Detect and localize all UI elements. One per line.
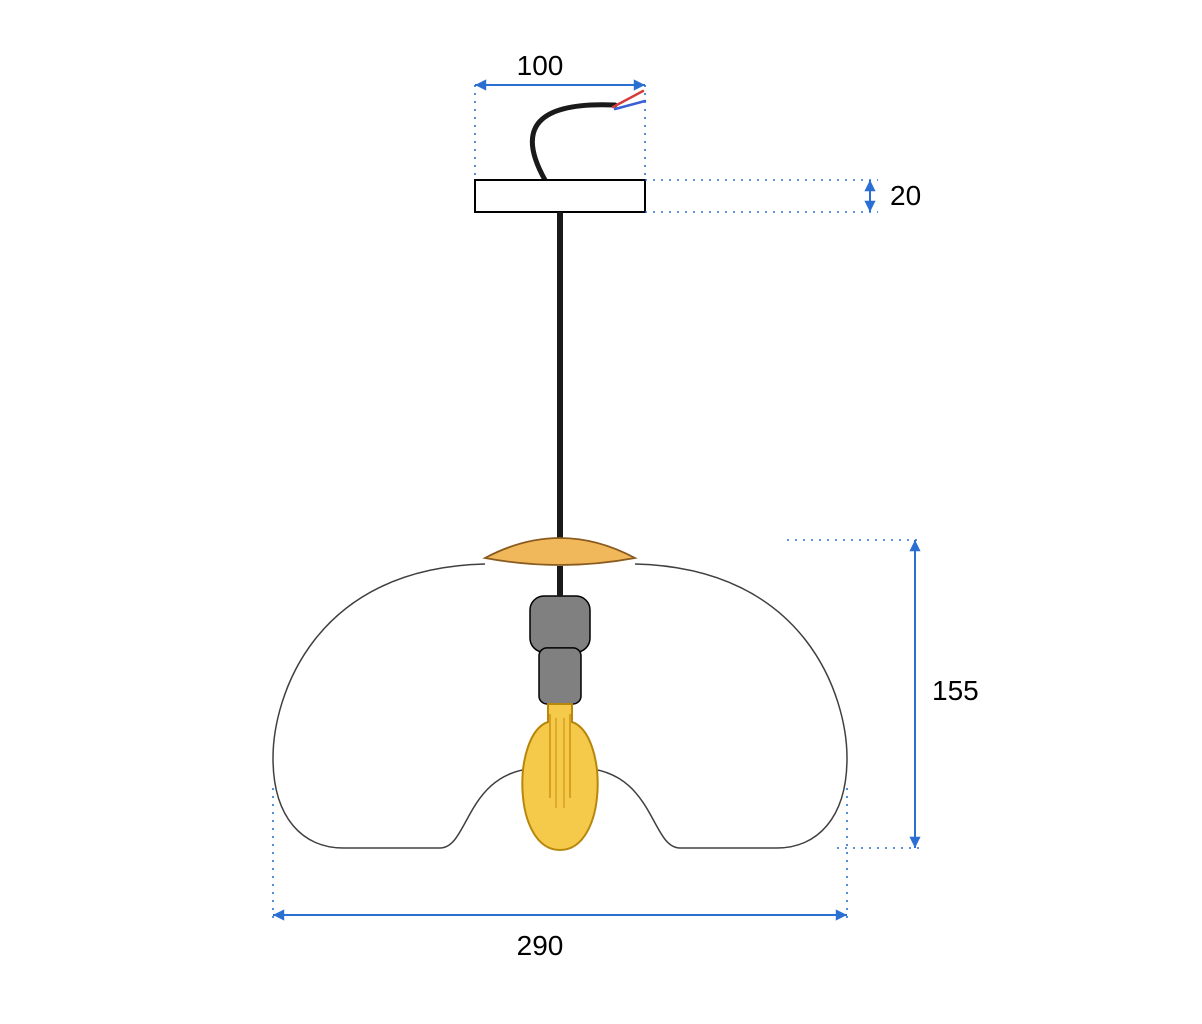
wood-cap [485, 538, 635, 565]
lamp-socket-top [530, 596, 590, 652]
dimension-label: 290 [517, 930, 564, 961]
lamp-technical-drawing: 100 20 155 290 [0, 0, 1202, 1024]
dimension-label: 100 [517, 50, 564, 81]
lamp-socket-bottom [539, 648, 581, 704]
power-wire [532, 105, 615, 180]
light-bulb [522, 704, 597, 850]
ceiling-canopy [475, 180, 645, 212]
dimension-label: 155 [932, 675, 979, 706]
pendant-cord [557, 212, 563, 538]
dimension-label: 20 [890, 180, 921, 211]
